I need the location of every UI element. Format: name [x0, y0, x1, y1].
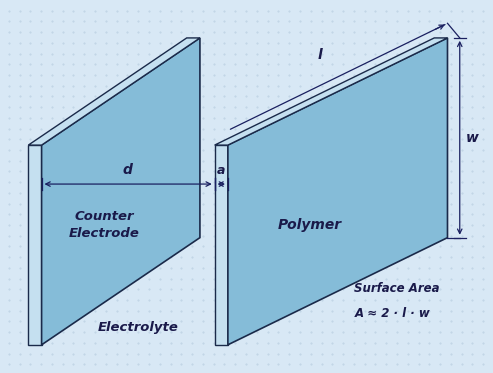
- Polygon shape: [228, 38, 448, 345]
- Text: A ≈ 2 · l · w: A ≈ 2 · l · w: [354, 307, 430, 320]
- Text: Surface Area: Surface Area: [354, 282, 440, 295]
- Polygon shape: [214, 38, 448, 145]
- Polygon shape: [29, 38, 200, 145]
- Text: w: w: [466, 131, 479, 145]
- Text: Counter
Electrode: Counter Electrode: [69, 210, 140, 241]
- Text: Electrolyte: Electrolyte: [98, 321, 179, 334]
- Text: a: a: [217, 164, 225, 177]
- Text: d: d: [123, 163, 133, 177]
- Polygon shape: [41, 38, 200, 345]
- Polygon shape: [214, 145, 228, 345]
- Text: Polymer: Polymer: [278, 219, 342, 232]
- Text: l: l: [317, 48, 322, 62]
- Polygon shape: [29, 145, 41, 345]
